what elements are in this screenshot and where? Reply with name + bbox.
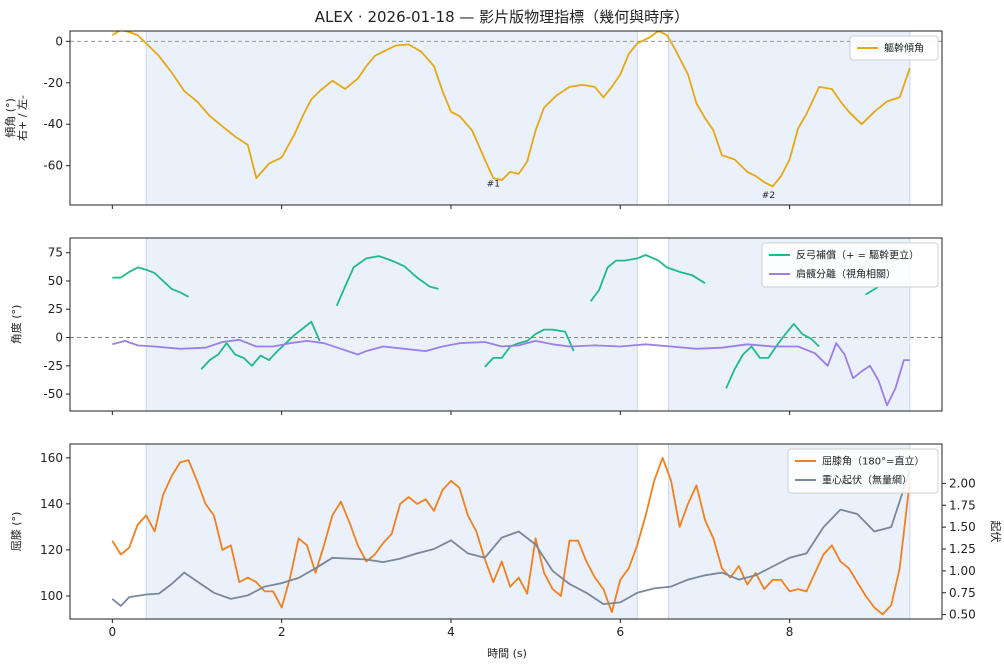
y-tick-label: 25	[48, 302, 63, 316]
shaded-band-1	[146, 31, 638, 205]
y2-axis-label: 起伏	[989, 521, 1003, 543]
y-tick-label: 0	[55, 331, 63, 345]
y-axis-label: 右+ / 左-	[15, 95, 29, 141]
series-line-1-segment-1	[112, 266, 189, 298]
series-line-2	[111, 470, 911, 607]
legend-box	[849, 35, 939, 61]
panel-2: 75 50 25 0 -25 -50 角度 (°) 反弓補償（+ = 驅幹更立） 肩髖分離（視角…	[9, 237, 943, 415]
y-tick-label: -25	[43, 359, 63, 373]
x-tick-label: 6	[616, 625, 624, 639]
y-tick-label: 120	[40, 543, 63, 557]
y-axis-label: 屈膝 (°)	[10, 512, 23, 552]
series-group	[111, 456, 911, 616]
y-tick-label: 0	[55, 34, 63, 48]
legend-box	[787, 448, 939, 494]
series-line-1-segment-6	[725, 323, 820, 389]
series-line-1-segment-4	[484, 328, 575, 368]
series-line-1	[111, 456, 911, 616]
legend-entry: 反弓補償（+ = 驅幹更立）	[796, 249, 919, 262]
y-tick-label: 100	[40, 589, 63, 603]
series-line-1	[111, 31, 911, 188]
x-tick-label: 4	[447, 625, 455, 639]
legend: 軀幹傾角	[849, 35, 939, 61]
y-tick-label: 140	[40, 497, 63, 511]
figure-title: ALEX · 2026-01-18 — 影片版物理指標（幾何與時序）	[315, 8, 689, 26]
series-line-1-segment-2	[200, 320, 321, 370]
legend-box	[761, 242, 939, 288]
series-line-2	[112, 338, 910, 407]
y2-tick-label: 0.50	[949, 608, 976, 622]
panel-3: 0 2 4 6 8 160 140 120 100 2.00 1.75 1.50 1.25 1.00 0.7…	[10, 443, 1003, 639]
annotation-label: #2	[762, 191, 775, 201]
series-line-1-segment-7	[865, 285, 879, 296]
series-group	[112, 254, 910, 407]
plot-frame	[69, 30, 943, 206]
x-tick-label: 2	[278, 625, 286, 639]
annotation-label: #1	[487, 179, 500, 189]
panel-1: 0 -20 -40 -60 傾角 (°) 右+ / 左- #1 #2 軀幹傾角	[3, 30, 943, 209]
y-tick-label: -40	[43, 117, 63, 131]
legend-entry: 重心起伏（無量綱）	[822, 474, 912, 487]
y-axis-label: 角度 (°)	[9, 305, 23, 345]
chart-panels: 0 -20 -40 -60 傾角 (°) 右+ / 左- #1 #2 軀幹傾角 75 50 25 0 -2…	[3, 30, 1003, 639]
y2-tick-label: 1.00	[949, 564, 976, 578]
legend: 屈膝角（180°=直立） 重心起伏（無量綱）	[787, 448, 939, 494]
y2-tick-label: 1.25	[949, 542, 976, 556]
shaded-band-1	[146, 238, 638, 411]
y-axis-label: 傾角 (°)	[3, 98, 17, 138]
x-tick-label: 8	[786, 625, 794, 639]
x-tick-label: 0	[109, 625, 117, 639]
y2-tick-label: 2.00	[949, 476, 976, 490]
y2-tick-label: 1.50	[949, 520, 976, 534]
y-tick-label: 160	[40, 451, 63, 465]
y-tick-label: 75	[48, 246, 63, 260]
plot-frame	[69, 237, 943, 412]
y2-tick-label: 0.75	[949, 586, 976, 600]
legend-entry: 軀幹傾角	[884, 42, 924, 55]
x-axis-label: 時間 (s)	[487, 647, 527, 660]
legend: 反弓補償（+ = 驅幹更立） 肩髖分離（視角相關）	[761, 242, 939, 288]
legend-entry: 屈膝角（180°=直立）	[822, 455, 924, 468]
y2-tick-label: 1.75	[949, 498, 976, 512]
y-tick-label: -50	[43, 387, 63, 401]
series-line-1-segment-3	[335, 255, 439, 307]
series-group	[111, 31, 911, 188]
y-tick-label: -60	[43, 159, 63, 173]
plot-frame	[69, 443, 943, 620]
legend-entry: 肩髖分離（視角相關）	[796, 268, 896, 281]
series-line-1-segment-5	[589, 254, 706, 302]
y-tick-label: 50	[48, 274, 63, 288]
y-tick-label: -20	[43, 76, 63, 90]
